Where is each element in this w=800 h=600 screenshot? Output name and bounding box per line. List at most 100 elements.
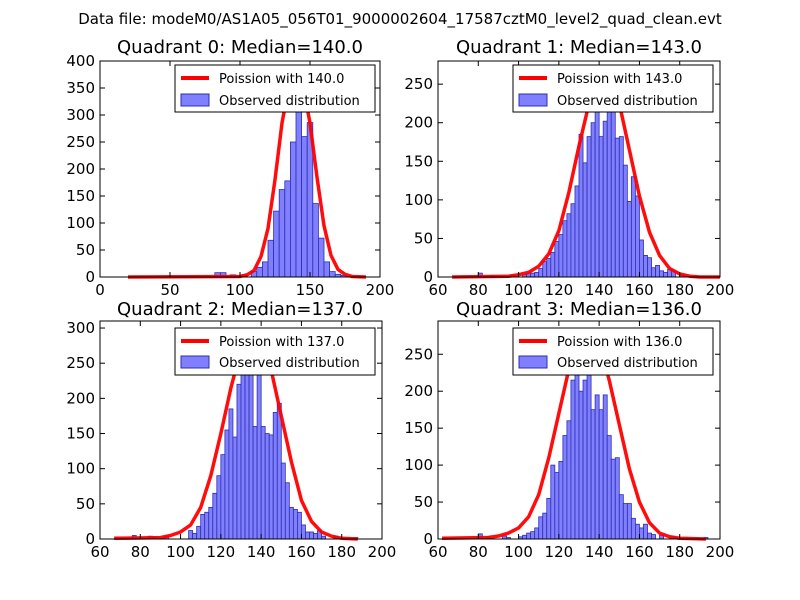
- histogram-bar: [280, 462, 286, 540]
- quadrant-2-ticks: 60 80 100 120 140 160 180 200 0 50 100 150 200 250 300: [66, 319, 396, 561]
- x-tick-label: 140: [585, 281, 614, 299]
- histogram-bar: [295, 87, 302, 278]
- x-tick-label: 200: [368, 543, 397, 561]
- y-tick-label: 100: [404, 191, 433, 209]
- histogram-bar: [643, 254, 648, 278]
- histogram-bar: [598, 409, 604, 540]
- quadrant-0-axes-frame: [99, 60, 381, 278]
- histogram-bar: [590, 122, 596, 278]
- quadrant-0-legend: Poission with 140.0 Observed distributio…: [174, 64, 376, 113]
- x-tick-label: 50: [160, 281, 179, 299]
- histogram-bar: [574, 346, 580, 540]
- histogram-bar: [610, 458, 616, 540]
- histogram-bar: [216, 475, 222, 540]
- quadrant-2-panel: Quadrant 2: Median=137.0 60 80 100 120 140 16…: [66, 299, 396, 561]
- histogram-bar: [578, 133, 584, 278]
- x-tick-label: 160: [287, 543, 316, 561]
- y-tick-label: 200: [404, 382, 433, 400]
- histogram-bar: [639, 239, 644, 278]
- y-tick-label: 0: [85, 530, 95, 548]
- quadrant-0-panel: Quadrant 0: Median=140.0 0 50 100 150 200 0 50…: [66, 37, 394, 299]
- histogram-bar: [558, 461, 564, 540]
- histogram-bar: [586, 347, 592, 540]
- quadrant-1-legend: Poission with 143.0 Observed distributio…: [512, 64, 714, 113]
- x-tick-label: 60: [428, 281, 447, 299]
- y-tick-label: 300: [66, 106, 95, 124]
- x-tick-label: 80: [469, 281, 488, 299]
- y-tick-label: 50: [414, 229, 433, 247]
- histogram-bar: [296, 511, 302, 540]
- histogram-bar: [566, 420, 572, 540]
- x-tick-label: 120: [207, 543, 236, 561]
- histogram-bar: [558, 234, 564, 278]
- quadrant-3-title: Quadrant 3: Median=136.0: [456, 299, 702, 320]
- histogram-bar: [626, 200, 632, 278]
- histogram-bar: [256, 266, 263, 278]
- histogram-bar: [292, 509, 298, 540]
- histogram-bar: [578, 390, 584, 540]
- y-tick-label: 150: [66, 425, 95, 443]
- histogram-bar: [635, 523, 640, 540]
- x-tick-label: 120: [545, 543, 574, 561]
- histogram-bar: [312, 203, 319, 278]
- x-tick-label: 180: [665, 543, 694, 561]
- x-tick-label: 140: [585, 543, 614, 561]
- histogram-bar: [618, 136, 624, 278]
- quadrant-1-ticks: 60 80 100 120 140 160 180 200 0 50 100 150 200 250: [404, 61, 734, 299]
- histogram-bar: [301, 136, 308, 278]
- histogram-bar: [530, 531, 536, 540]
- histogram-bar: [272, 412, 278, 540]
- quadrant-0-title: Quadrant 0: Median=140.0: [117, 37, 363, 58]
- histogram-bar: [546, 497, 552, 540]
- histogram-bar: [554, 472, 560, 540]
- histogram-bar: [288, 506, 294, 540]
- legend-bars-label: Observed distribution: [557, 94, 698, 109]
- quadrant-1-panel: Quadrant 1: Median=143.0 60 80 100 120 140 16…: [404, 37, 734, 299]
- histogram-bar: [228, 408, 234, 540]
- y-tick-label: 100: [66, 460, 95, 478]
- y-tick-label: 100: [66, 214, 95, 232]
- histogram-bar: [574, 185, 580, 278]
- histogram-bar: [538, 268, 544, 278]
- legend-box: [512, 64, 714, 113]
- y-tick-label: 250: [404, 345, 433, 363]
- histogram-bar: [268, 434, 274, 540]
- quadrant-3-axes-frame: [437, 320, 721, 540]
- histogram-bar: [582, 379, 588, 540]
- histogram-bar: [639, 527, 644, 540]
- y-tick-label: 150: [66, 187, 95, 205]
- y-tick-label: 100: [404, 456, 433, 474]
- legend-curve-label: Poission with 140.0: [219, 72, 344, 87]
- histogram-bar: [188, 530, 194, 540]
- histogram-bar: [276, 402, 282, 540]
- figure-title: Data file: modeM0/AS1A05_056T01_90000026…: [78, 10, 722, 29]
- y-tick-label: 300: [66, 319, 95, 337]
- histogram-bar: [301, 524, 306, 540]
- quadrant-3-legend: Poission with 136.0 Observed distributio…: [512, 327, 714, 376]
- histogram-bar: [284, 482, 290, 540]
- histogram-bar: [224, 429, 230, 540]
- quadrant-2-legend: Poission with 137.0 Observed distributio…: [174, 327, 376, 376]
- x-tick-label: 100: [504, 281, 533, 299]
- x-tick-label: 100: [166, 543, 195, 561]
- x-tick-label: 180: [665, 281, 694, 299]
- x-tick-label: 0: [95, 281, 105, 299]
- x-tick-label: 80: [131, 543, 150, 561]
- y-tick-label: 50: [76, 241, 95, 259]
- histogram-bar: [635, 195, 640, 278]
- y-tick-label: 0: [423, 268, 433, 286]
- legend-curve-label: Poission with 143.0: [557, 72, 682, 87]
- histogram-bar: [196, 525, 202, 540]
- legend-bars-swatch: [180, 93, 210, 107]
- histogram-bar: [264, 433, 270, 540]
- histogram-bar: [550, 251, 556, 278]
- quadrant-1-title: Quadrant 1: Median=143.0: [456, 37, 702, 58]
- histogram-bar: [582, 162, 588, 278]
- quadrant-2-title: Quadrant 2: Median=137.0: [117, 299, 363, 320]
- y-tick-label: 200: [66, 160, 95, 178]
- x-tick-label: 160: [625, 281, 654, 299]
- histogram-bar: [260, 426, 266, 540]
- histogram-bar: [212, 492, 218, 540]
- histogram-bar: [606, 435, 612, 540]
